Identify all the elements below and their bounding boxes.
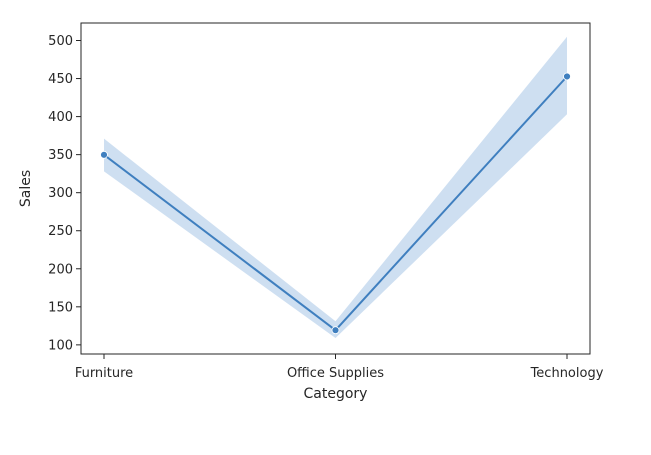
- y-axis: 100 150 200 250 300 350 400 450 500: [48, 34, 81, 353]
- x-tick-label: Furniture: [75, 366, 133, 381]
- y-tick-label: 150: [48, 300, 73, 315]
- x-tick-label: Technology: [530, 366, 604, 381]
- confidence-band-layer: [104, 36, 567, 339]
- y-tick-label: 250: [48, 224, 73, 239]
- data-point-layer: [100, 72, 571, 335]
- y-tick-label: 500: [48, 34, 73, 49]
- y-tick-label: 450: [48, 72, 73, 87]
- y-axis-label: Sales: [18, 170, 34, 207]
- x-axis-label: Category: [304, 386, 368, 402]
- y-tick-label: 350: [48, 148, 73, 163]
- y-tick-label: 400: [48, 110, 73, 125]
- x-axis: Furniture Office Supplies Technology: [75, 354, 604, 381]
- data-point: [563, 72, 571, 81]
- confidence-band: [104, 36, 567, 339]
- y-tick-label: 200: [48, 262, 73, 277]
- data-point: [331, 326, 340, 335]
- y-tick-label: 300: [48, 186, 73, 201]
- x-tick-label: Office Supplies: [287, 366, 384, 381]
- data-point: [100, 150, 108, 159]
- y-tick-label: 100: [48, 338, 73, 353]
